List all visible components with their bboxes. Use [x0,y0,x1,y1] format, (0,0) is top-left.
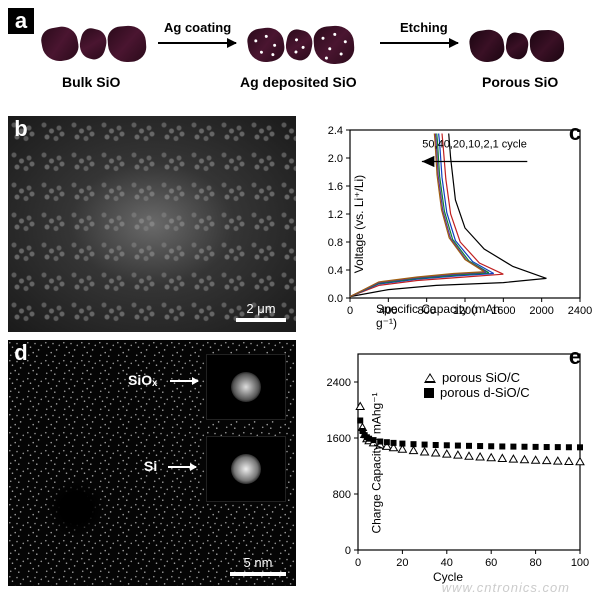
panel-c-voltage-chart: c 040080012001600200024000.00.40.81.21.6… [304,116,592,332]
svg-text:80: 80 [529,557,541,569]
e-ylabel: Charge Capacity / mAhg⁻¹ [370,392,384,533]
legend-e: porous SiO/C porous d-SiO/C [424,370,530,400]
siox-arrow-icon [170,380,198,382]
panel-d-label: d [8,340,34,366]
sem-texture [8,116,296,332]
c-ylabel: Voltage (vs. Li⁺/Li) [352,175,366,273]
siox-label: SiOₓ [128,372,157,388]
watermark: www.cntronics.com [442,580,570,595]
svg-text:0: 0 [345,545,351,557]
svg-text:100: 100 [571,557,589,569]
triangle-marker-icon [424,373,436,383]
porous-sio-caption: Porous SiO [482,74,558,90]
svg-text:2400: 2400 [568,305,592,317]
ag-deposited-caption: Ag deposited SiO [240,74,357,90]
svg-text:0.8: 0.8 [328,237,343,249]
svg-text:60: 60 [485,557,497,569]
svg-text:0: 0 [347,305,353,317]
panel-d-tem: d SiOₓ Si 5 nm [8,340,296,586]
svg-text:40: 40 [441,557,453,569]
panel-b-sem: b 2 μm [8,116,296,332]
legend-label-1: porous SiO/C [442,370,520,385]
svg-text:1.2: 1.2 [328,209,343,221]
bulk-sio-particles [42,26,146,62]
ag-deposited-particles [248,26,354,64]
voltage-capacity-chart: 040080012001600200024000.00.40.81.21.62.… [304,116,592,332]
svg-text:2000: 2000 [529,305,553,317]
porous-sio-particles [470,30,564,62]
svg-text:800: 800 [333,489,351,501]
legend-row-dsio: porous d-SiO/C [424,385,530,400]
legend-label-2: porous d-SiO/C [440,385,530,400]
panel-a-label: a [8,8,34,34]
scale-bar-b: 2 μm [236,301,286,322]
svg-text:2400: 2400 [327,377,351,389]
svg-text:20: 20 [396,557,408,569]
svg-text:50,40,20,10,2,1 cycle: 50,40,20,10,2,1 cycle [422,139,527,151]
svg-text:0.0: 0.0 [328,293,343,305]
svg-text:1600: 1600 [327,433,351,445]
svg-text:0.4: 0.4 [328,265,343,277]
arrow2 [380,42,458,44]
figure-container: a Bulk SiO Ag coating Ag deposited SiO E… [0,0,600,601]
c-xlabel: Specific Capacity (mAh g⁻¹) [376,302,520,330]
bulk-sio-caption: Bulk SiO [62,74,120,90]
panel-e-label: e [562,344,588,370]
panel-c-label: c [562,120,588,146]
si-arrow-icon [168,466,196,468]
square-marker-icon [424,388,434,398]
scale-text-b: 2 μm [236,301,286,316]
inset-si [206,436,286,502]
panel-e-capacity-chart: e 0 20 40 60 80 100 0 800 1600 2400 Charge Capaci… [304,340,592,586]
legend-row-sio: porous SiO/C [424,370,530,385]
scale-bar-d: 5 nm [230,555,286,576]
tem-dark-region [48,480,104,536]
svg-text:2.0: 2.0 [328,153,343,165]
svg-text:2.4: 2.4 [328,125,343,137]
scale-text-d: 5 nm [230,555,286,570]
arrow2-label: Etching [400,20,448,35]
svg-text:0: 0 [355,557,361,569]
panel-b-label: b [8,116,34,142]
inset-siox [206,354,286,420]
arrow1-label: Ag coating [164,20,231,35]
panel-a-schematic: a Bulk SiO Ag coating Ag deposited SiO E… [8,8,592,108]
arrow1 [158,42,236,44]
si-label: Si [144,458,157,474]
svg-text:1.6: 1.6 [328,181,343,193]
